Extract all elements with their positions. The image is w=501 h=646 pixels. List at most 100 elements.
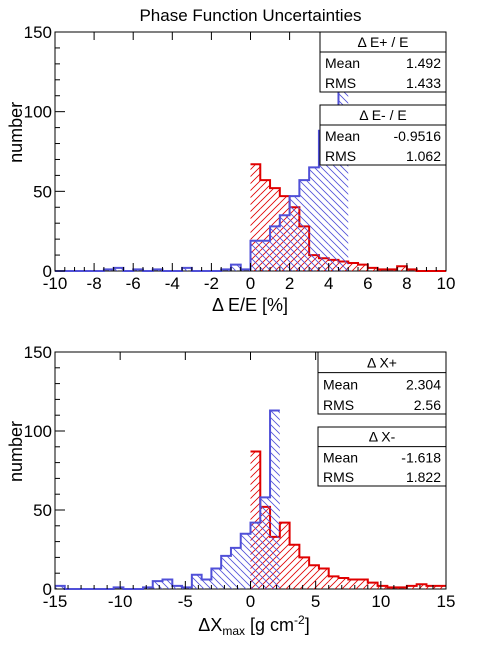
x-tick-label: -8 (87, 274, 102, 293)
y-tick-label: 150 (24, 23, 52, 42)
histogram-bar (270, 410, 280, 589)
histogram-bar (250, 240, 261, 271)
histogram-bar (377, 585, 388, 589)
stats-rms-label: RMS (323, 397, 354, 413)
histogram-outline (55, 72, 349, 272)
y-tick-label: 100 (24, 422, 52, 441)
histogram-bar (279, 215, 290, 271)
x-tick-label: -10 (43, 274, 68, 293)
histogram-bar (152, 581, 163, 589)
stats-mean-value: 1.492 (406, 55, 441, 71)
x-tick-label: -4 (165, 274, 180, 293)
y-tick-label: 0 (43, 580, 52, 599)
stats-box-positive: Δ E+ / E Mean 1.492 RMS 1.433 (319, 31, 447, 93)
histogram-bar (367, 582, 378, 589)
stats-box-positive: Δ X+ Mean 2.304 RMS 2.56 (317, 351, 447, 415)
histogram-bar (211, 568, 222, 589)
histogram-bar (309, 565, 319, 589)
histogram-bar (299, 557, 310, 589)
stats-rms-value: 1.822 (406, 469, 441, 485)
stats-rms-label: RMS (323, 469, 354, 485)
page-title: Phase Function Uncertainties (139, 6, 362, 25)
stats-mean-value: -0.9516 (394, 128, 442, 144)
histogram-bar (299, 180, 310, 271)
histogram-bar (182, 267, 192, 271)
histogram-bar (436, 585, 446, 589)
histogram-bar (338, 577, 349, 589)
x-axis-label: ΔXmax [g cm-2] (198, 613, 309, 638)
histogram-bar (397, 266, 407, 271)
x-tick-label: 2 (285, 274, 294, 293)
stats-mean-value: 2.304 (406, 376, 441, 392)
y-axis-label: number (6, 102, 26, 163)
x-tick-label: 8 (402, 274, 411, 293)
histogram-bar (172, 585, 183, 589)
x-tick-label: -2 (204, 274, 219, 293)
histogram-bar (55, 585, 65, 589)
histogram-bar (279, 522, 290, 589)
x-tick-label: 0 (246, 274, 255, 293)
histogram-bar (162, 579, 173, 589)
histogram-bar (416, 584, 427, 589)
histogram-bar (250, 451, 261, 589)
x-tick-label: 10 (371, 592, 390, 611)
histogram-bar (250, 164, 261, 271)
histogram-bar (191, 574, 202, 589)
stats-box-frame (317, 426, 447, 487)
stats-rms-value: 1.433 (406, 75, 441, 91)
x-tick-label: -5 (178, 592, 193, 611)
series-negative (55, 409, 280, 590)
stats-box-title: Δ X- (369, 429, 396, 445)
stats-rms-value: 2.56 (414, 397, 441, 413)
y-tick-label: 0 (43, 262, 52, 281)
histogram-bar (406, 585, 417, 589)
stats-box-frame (317, 351, 447, 415)
histogram-bar (250, 522, 261, 589)
histogram-bar (426, 585, 437, 589)
x-tick-label: -10 (108, 592, 133, 611)
stats-mean-label: Mean (325, 128, 360, 144)
x-tick-label: -6 (126, 274, 141, 293)
x-tick-label: 4 (324, 274, 333, 293)
histogram-bar (260, 497, 271, 589)
x-tick-label: 10 (437, 274, 456, 293)
histogram-bar (318, 130, 329, 271)
x-tick-label: 15 (437, 592, 456, 611)
histogram-bar (260, 180, 271, 271)
y-tick-label: 100 (24, 103, 52, 122)
histogram-bar (348, 579, 359, 589)
stats-box-title: Δ X+ (367, 355, 397, 371)
histogram-bar (338, 73, 349, 271)
histogram-bar (230, 264, 241, 271)
histogram-bar (289, 544, 300, 589)
stats-box-frame (319, 31, 447, 93)
histogram-bar (328, 122, 339, 271)
histogram-bar (113, 267, 124, 271)
stats-box-frame (319, 104, 447, 166)
x-tick-label: -15 (43, 592, 68, 611)
x-axis-label: Δ E/E [%] (212, 295, 288, 315)
y-tick-label: 50 (33, 501, 52, 520)
series-negative (55, 72, 349, 272)
y-tick-label: 50 (33, 182, 52, 201)
stats-box-title: Δ E+ / E (358, 34, 409, 50)
y-tick-label: 150 (24, 343, 52, 362)
stats-box-title: Δ E- / E (359, 107, 406, 123)
histogram-outline (55, 409, 280, 590)
histogram-bar (240, 533, 251, 589)
stats-mean-value: -1.618 (401, 449, 441, 465)
histogram-bar (230, 547, 241, 589)
x-tick-label: 6 (363, 274, 372, 293)
histogram-bar (201, 579, 212, 589)
stats-mean-label: Mean (325, 55, 360, 71)
stats-rms-value: 1.062 (406, 148, 441, 164)
histogram-bar (358, 264, 368, 271)
histogram-bar (270, 226, 280, 271)
stats-mean-label: Mean (323, 376, 358, 392)
histogram-bar (318, 568, 329, 589)
histogram-bar (309, 167, 319, 271)
stats-rms-label: RMS (325, 75, 356, 91)
y-axis-label: number (6, 421, 26, 482)
